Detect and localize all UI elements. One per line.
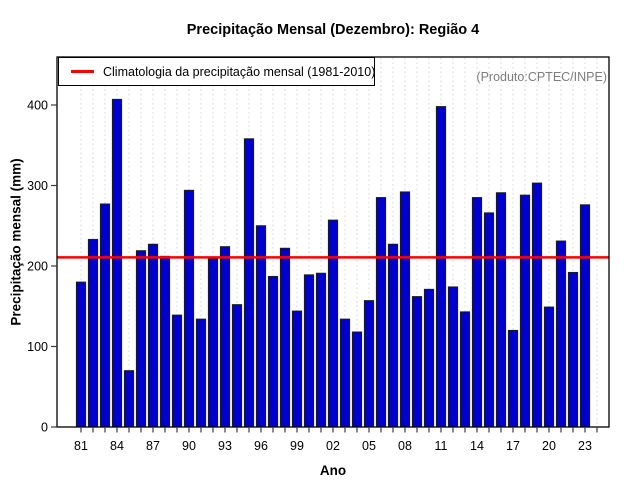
- bar-1999: [291, 310, 303, 428]
- legend-climatology-line-icon: [71, 70, 94, 73]
- bar-1998: [279, 247, 291, 428]
- x-tick-label-93: 93: [218, 439, 232, 453]
- bar-1983: [99, 203, 111, 428]
- x-tick-label-02: 02: [326, 439, 340, 453]
- source-note: (Produto:CPTEC/INPE): [476, 70, 607, 84]
- bar-1992: [207, 258, 219, 428]
- y-tick-label: 200: [27, 260, 48, 274]
- bar-2012: [447, 286, 459, 428]
- x-tick-label-20: 20: [542, 439, 556, 453]
- bar-2007: [387, 243, 399, 428]
- bar-2018: [519, 194, 531, 428]
- bar-2015: [483, 212, 495, 428]
- bar-2023: [579, 204, 591, 428]
- bar-2000: [303, 274, 315, 428]
- x-tick-label-99: 99: [290, 439, 304, 453]
- bar-1988: [159, 255, 171, 428]
- bar-1996: [255, 225, 267, 428]
- bar-1981: [75, 281, 87, 428]
- bar-1984: [111, 98, 123, 428]
- bar-2008: [399, 191, 411, 428]
- bar-1990: [183, 189, 195, 428]
- bar-2014: [471, 197, 483, 428]
- bar-2010: [423, 288, 435, 428]
- bar-2019: [531, 182, 543, 428]
- x-tick-label-17: 17: [506, 439, 520, 453]
- bar-2017: [507, 329, 519, 428]
- bar-2004: [351, 331, 363, 428]
- bar-2011: [435, 106, 447, 428]
- bar-2013: [459, 311, 471, 428]
- bar-1986: [135, 250, 147, 428]
- x-tick-label-87: 87: [146, 439, 160, 453]
- bar-1997: [267, 275, 279, 428]
- x-tick-label-08: 08: [398, 439, 412, 453]
- bar-1995: [243, 138, 255, 428]
- bar-2001: [315, 272, 327, 428]
- y-tick-label: 0: [41, 421, 48, 435]
- x-tick-label-81: 81: [74, 439, 88, 453]
- bar-1985: [123, 370, 135, 428]
- y-tick-label: 400: [27, 99, 48, 113]
- bar-2005: [363, 300, 375, 428]
- bar-1989: [171, 314, 183, 428]
- legend: Climatologia da precipitação mensal (198…: [58, 57, 375, 86]
- bar-2009: [411, 296, 423, 428]
- bar-2020: [543, 306, 555, 428]
- bar-2021: [555, 240, 567, 428]
- x-tick-label-14: 14: [470, 439, 484, 453]
- bar-1993: [219, 246, 231, 428]
- x-tick-label-23: 23: [578, 439, 592, 453]
- x-tick-label-84: 84: [110, 439, 124, 453]
- bar-1994: [231, 304, 243, 428]
- bar-2016: [495, 192, 507, 428]
- bar-2002: [327, 219, 339, 428]
- x-tick-label-05: 05: [362, 439, 376, 453]
- x-tick-label-11: 11: [435, 439, 448, 453]
- x-axis-title: Ano: [319, 463, 347, 478]
- bar-1991: [195, 318, 207, 428]
- x-tick-label-90: 90: [182, 439, 196, 453]
- bar-2006: [375, 197, 387, 428]
- bar-2022: [567, 271, 579, 428]
- y-tick-label: 300: [27, 179, 48, 193]
- y-tick-label: 100: [27, 340, 48, 354]
- y-axis-title: Precipitação mensal (mm): [8, 158, 24, 326]
- legend-climatology-label: Climatologia da precipitação mensal (198…: [103, 64, 376, 79]
- bar-2003: [339, 318, 351, 428]
- bar-1987: [147, 243, 159, 428]
- bar-1982: [87, 238, 99, 428]
- chart-title: Precipitação Mensal (Dezembro): Região 4: [186, 22, 480, 38]
- x-tick-label-96: 96: [254, 439, 268, 453]
